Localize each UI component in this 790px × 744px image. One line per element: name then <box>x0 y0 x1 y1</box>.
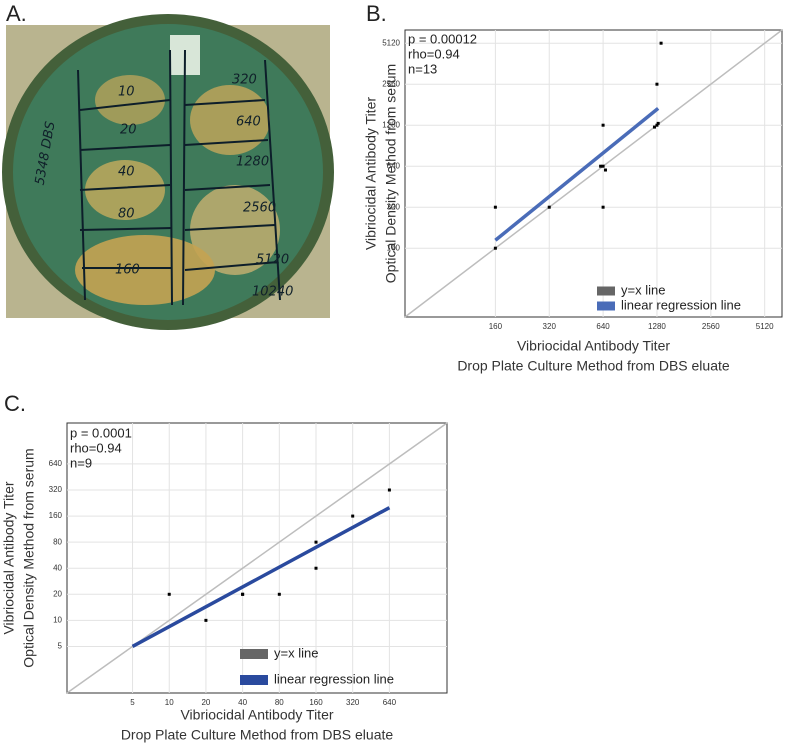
annotation: n=13 <box>408 61 437 76</box>
handwritten-label: 160 <box>115 263 140 278</box>
y-tick-label: 320 <box>387 202 401 211</box>
legend-swatch <box>240 649 268 659</box>
legend-swatch <box>597 301 615 311</box>
y-tick-label: 160 <box>49 511 63 520</box>
colony <box>190 185 280 275</box>
reference-line <box>66 422 448 694</box>
legend-label: y=x line <box>621 282 665 297</box>
data-point <box>493 205 497 209</box>
legend-swatch <box>597 286 615 296</box>
x-tick-label: 80 <box>275 698 284 707</box>
handwritten-label: 2560 <box>243 201 276 216</box>
legend-swatch <box>240 675 268 685</box>
data-point <box>314 540 318 544</box>
data-point <box>659 41 663 45</box>
y-tick-label: 320 <box>49 485 63 494</box>
handwritten-label: 640 <box>236 115 261 130</box>
y-tick-label: 20 <box>53 589 62 598</box>
y-tick-label: 80 <box>53 537 62 546</box>
y-axis-label: Vibriocidal Antibody Titer <box>1 481 17 634</box>
x-tick-label: 40 <box>238 698 247 707</box>
regression-line <box>131 506 391 648</box>
x-axis-label: Drop Plate Culture Method from DBS eluat… <box>121 727 394 743</box>
handwritten-label: 5120 <box>256 253 289 268</box>
x-tick-label: 20 <box>201 698 210 707</box>
charts: 160 320 640 1280 2560 51201603206401280256051… <box>1 29 783 743</box>
data-point <box>601 123 605 127</box>
handwritten-label: 40 <box>118 165 135 180</box>
legend-label: linear regression line <box>274 671 394 686</box>
y-tick-label: 5 <box>58 642 63 651</box>
y-axis-label: Optical Density Method from serum <box>383 64 399 283</box>
data-point <box>652 125 656 129</box>
colony <box>85 160 165 220</box>
legend-label: linear regression line <box>621 297 741 312</box>
panel-label: A. <box>6 1 27 26</box>
x-tick-label: 640 <box>596 322 610 331</box>
y-tick-label: 1280 <box>382 120 400 129</box>
data-point <box>547 205 551 209</box>
y-tick-label: 160 <box>387 243 401 252</box>
x-tick-label: 1280 <box>648 322 666 331</box>
data-point <box>655 123 659 127</box>
data-point <box>387 488 391 492</box>
colony <box>95 75 165 125</box>
y-tick-label: 640 <box>49 459 63 468</box>
x-tick-label: 10 <box>165 698 174 707</box>
x-tick-label: 320 <box>543 322 557 331</box>
handwritten-label: 10 <box>118 85 135 100</box>
x-tick-label: 640 <box>383 698 397 707</box>
y-tick-label: 10 <box>53 615 62 624</box>
y-axis-label: Optical Density Method from serum <box>21 448 37 667</box>
y-tick-label: 5120 <box>382 38 400 47</box>
legend-label: y=x line <box>274 645 318 660</box>
regression-line <box>494 107 660 242</box>
x-tick-label: 160 <box>489 322 503 331</box>
data-point <box>277 592 281 596</box>
annotation: p = 0.0001 <box>70 425 132 440</box>
data-point <box>241 592 245 596</box>
x-tick-label: 5120 <box>756 322 774 331</box>
x-tick-label: 160 <box>309 698 323 707</box>
panel-label: B. <box>366 1 387 26</box>
scatter-chart: 160 320 640 1280 2560 5120 160 320 640 1280 2560 51… <box>363 29 783 374</box>
x-tick-label: 5 <box>130 698 135 707</box>
colony <box>75 235 215 305</box>
data-point <box>351 514 355 518</box>
y-tick-label: 40 <box>53 563 62 572</box>
scatter-chart: 5 10 20 40 80 160 320 640 5 10 20 40 80 160 320 640 p = … <box>1 422 448 743</box>
data-point <box>603 168 607 172</box>
data-point <box>314 566 318 570</box>
annotation: rho=0.94 <box>70 440 122 455</box>
x-axis-label: Vibriocidal Antibody Titer <box>180 707 333 723</box>
data-point <box>599 164 603 168</box>
annotation: rho=0.94 <box>408 46 460 61</box>
x-tick-label: 2560 <box>702 322 720 331</box>
data-point <box>493 246 497 250</box>
x-tick-label: 320 <box>346 698 360 707</box>
data-point <box>601 205 605 209</box>
handwritten-label: 10240 <box>252 285 293 300</box>
reference-line <box>404 29 783 318</box>
data-point <box>204 618 208 622</box>
data-point <box>601 164 605 168</box>
grid-drawing <box>77 49 281 306</box>
annotation: n=9 <box>70 455 92 470</box>
handwritten-label: 20 <box>120 123 137 138</box>
handwritten-label: 320 <box>232 73 257 88</box>
handwritten-label: 80 <box>118 207 135 222</box>
handwritten-label: 1280 <box>236 155 269 170</box>
data-point <box>655 82 659 86</box>
y-axis-label: Vibriocidal Antibody Titer <box>363 97 379 250</box>
x-axis-label: Vibriocidal Antibody Titer <box>517 338 670 354</box>
data-point <box>656 121 660 125</box>
x-axis-label: Drop Plate Culture Method from DBS eluat… <box>457 358 730 374</box>
data-point <box>167 592 171 596</box>
y-tick-label: 2560 <box>382 79 400 88</box>
panel-label: C. <box>4 391 26 416</box>
annotation: p = 0.00012 <box>408 31 477 46</box>
y-tick-label: 640 <box>387 161 401 170</box>
